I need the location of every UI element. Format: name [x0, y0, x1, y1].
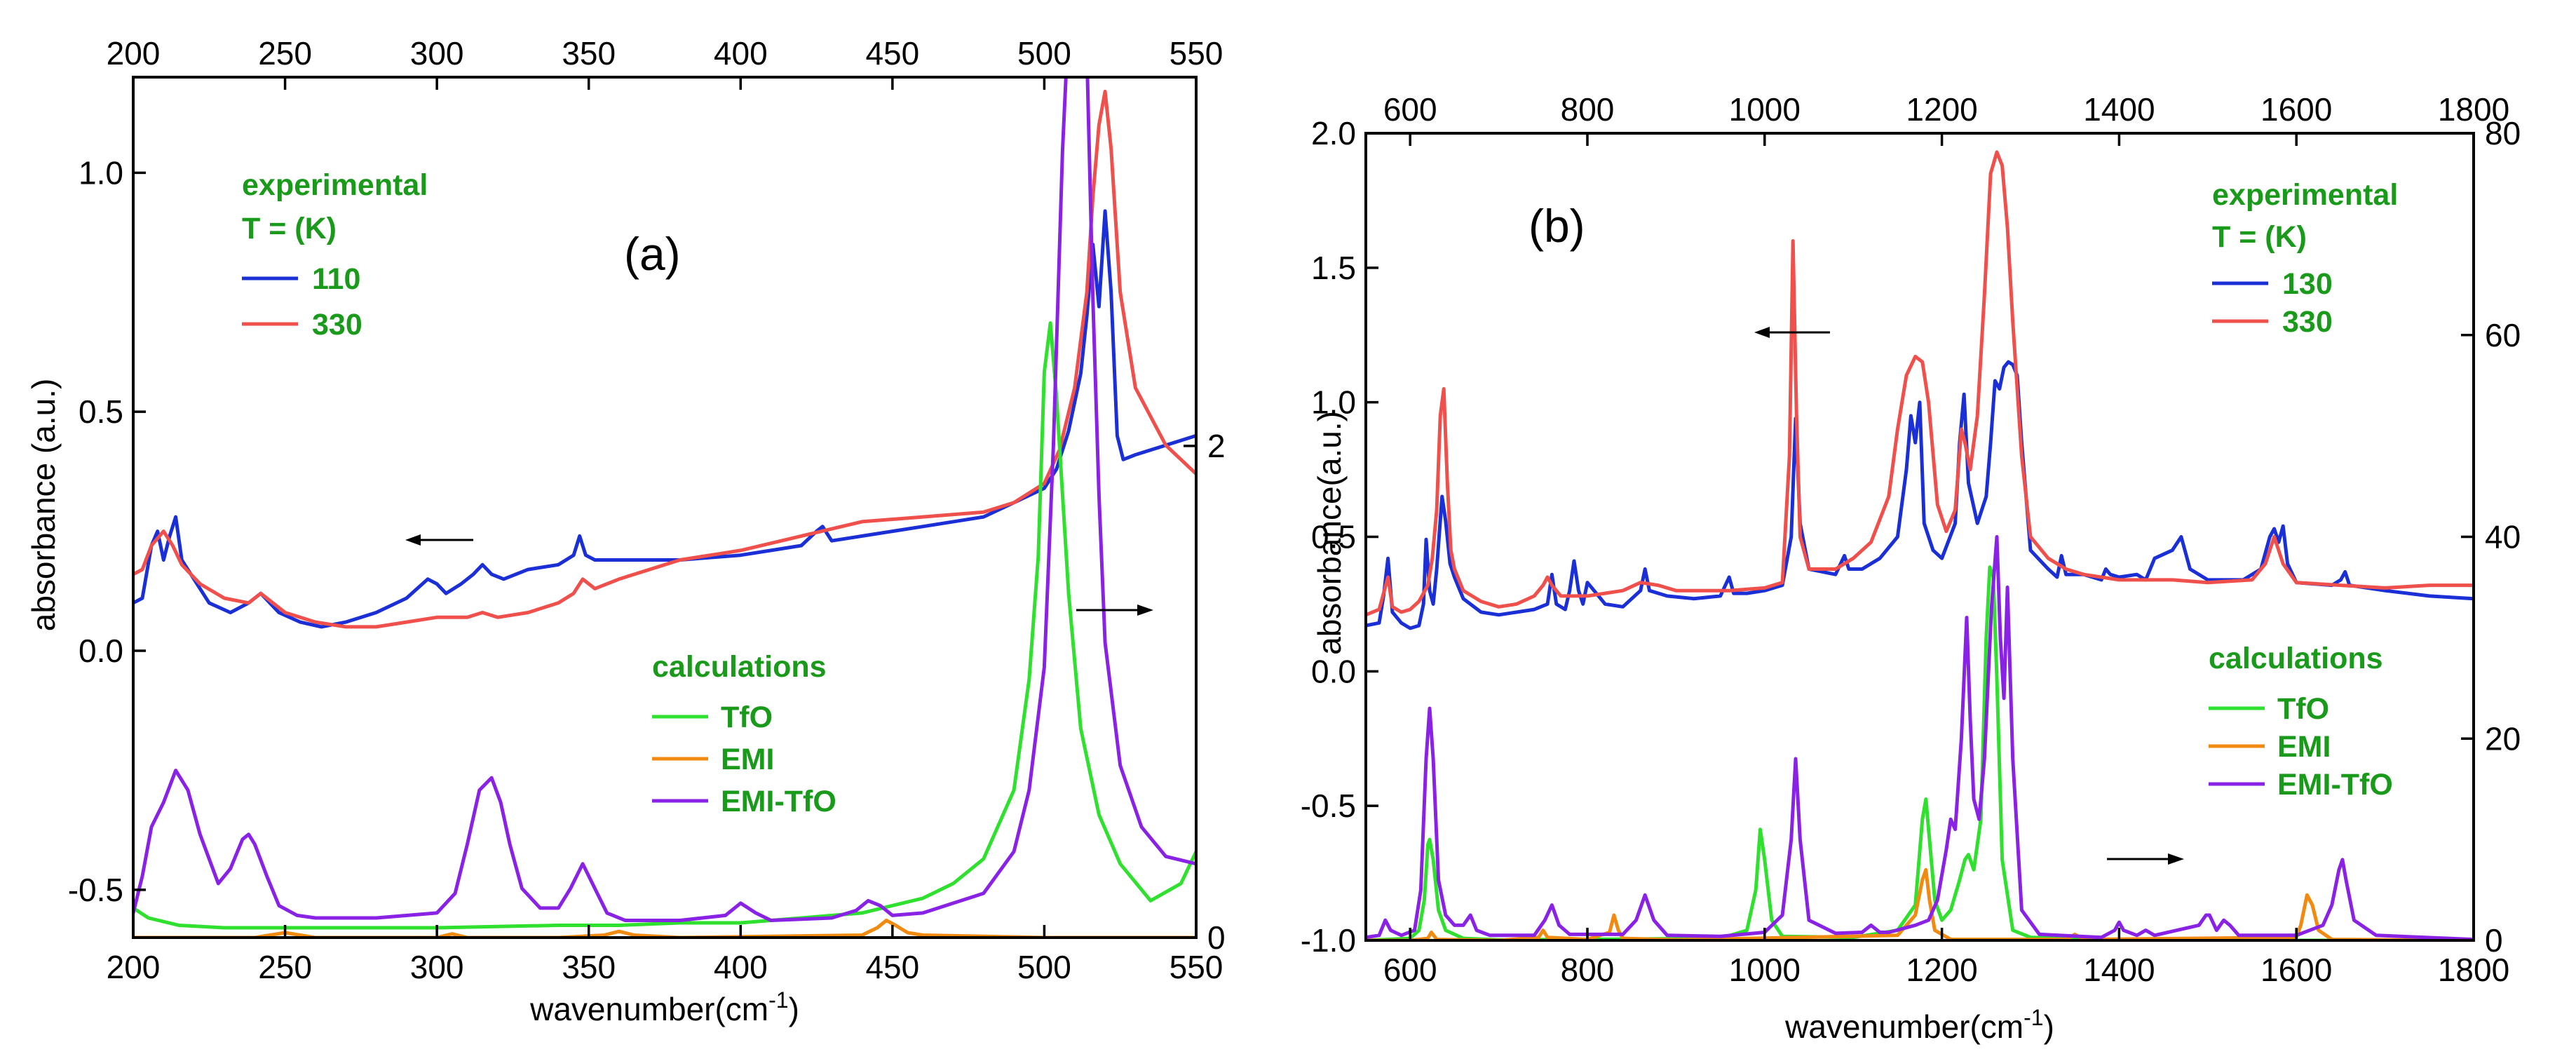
- panel-a-series-110-exp: [133, 209, 1196, 629]
- panel-a-ytick-right-label: 0: [1207, 919, 1226, 956]
- panel-b-legend-label-tfo: TfO: [2277, 692, 2329, 726]
- panel-b-ytick-right-label: 0: [2485, 922, 2503, 959]
- panel-a-ytick-right-label: 2: [1207, 428, 1226, 464]
- panel-a-top-tick-label: 400: [714, 35, 768, 72]
- panel-b-xtick-label: 1600: [2260, 952, 2332, 988]
- panel-a-legend-label-330: 330: [312, 308, 362, 342]
- panel-b-xtick-label: 1400: [2083, 952, 2155, 988]
- panel-b-right-arrow: [2107, 853, 2184, 865]
- panel-a-xtick-label: 400: [714, 949, 768, 985]
- panel-a-top-tick-label: 450: [865, 35, 919, 72]
- panel-b-legend-label-emi: EMI: [2277, 730, 2331, 764]
- panel-a-ylabel: absorbance (a.u.): [25, 379, 62, 632]
- panel-b-legend-label-330: 330: [2282, 305, 2333, 339]
- panel-b-xtick-label: 1200: [1906, 952, 1977, 988]
- panel-b-legend-experimental: experimental T = (K) 130 330: [2212, 178, 2398, 339]
- panel-a-ytick-left-label: 0.5: [79, 393, 123, 430]
- panel-b-top-tick-label: 1800: [2438, 91, 2509, 128]
- panel-a-top-tick-label: 350: [562, 35, 616, 72]
- panel-b-ytick-left-label: 0.0: [1311, 653, 1356, 689]
- panel-a-legend-calc-title: calculations: [652, 650, 827, 684]
- panel-b-series-330-exp: [1366, 150, 2474, 617]
- panel-a-legend-calculations: calculations TfO EMI EMI-TfO: [652, 650, 836, 818]
- panel-a-plot-area: [133, 77, 1196, 938]
- panel-b-legend-label-130: 130: [2282, 267, 2333, 301]
- panel-a-xtick-label: 250: [258, 949, 312, 985]
- panel-b-ytick-right-label: 60: [2485, 317, 2521, 353]
- panel-b-xtick-label: 1800: [2438, 952, 2509, 988]
- panel-a-xtick-label: 200: [107, 949, 161, 985]
- panel-b-series-emi-tfo-calc: [1366, 535, 2474, 940]
- panel-b-top-tick-label: 1600: [2260, 91, 2332, 128]
- panel-a-legend-temp-title: T = (K): [242, 212, 337, 245]
- panel-b-xlabel: wavenumber(cm-1): [1784, 1005, 2054, 1045]
- panel-a-series-emi-calc: [133, 919, 1196, 938]
- panel-a-ticks: 200 250 300 350 400 450 500 550 200 250 300 350 400 4…: [68, 35, 1226, 985]
- panel-b-ytick-left-label: 1.0: [1311, 384, 1356, 421]
- panel-a-top-tick-label: 200: [107, 35, 161, 72]
- panel-b-top-tick-label: 1000: [1729, 91, 1801, 128]
- panel-b-legend-temp-title: T = (K): [2212, 220, 2307, 254]
- panel-b-plot-area: [1366, 150, 2474, 940]
- panel-b-ytick-left-label: 0.5: [1311, 519, 1356, 555]
- panel-b-legend-calculations: calculations TfO EMI EMI-TfO: [2209, 642, 2393, 802]
- panel-a-xtick-label: 550: [1170, 949, 1223, 985]
- panel-a-xtick-label: 450: [865, 949, 919, 985]
- panel-b-ytick-right-label: 80: [2485, 115, 2521, 151]
- panel-a-top-tick-label: 500: [1017, 35, 1071, 72]
- panel-b-xtick-label: 600: [1383, 952, 1437, 988]
- panel-a-top-tick-label: 300: [410, 35, 464, 72]
- panel-b-legend-exp-title: experimental: [2212, 178, 2398, 212]
- panel-b-top-tick-label: 1400: [2083, 91, 2155, 128]
- panel-a-legend-label-tfo: TfO: [721, 701, 773, 734]
- panel-b-top-tick-label: 600: [1383, 91, 1437, 128]
- panel-b-ytick-left-label: 1.5: [1311, 250, 1356, 286]
- panel-b-ytick-left-label: -1.0: [1301, 922, 1356, 959]
- panel-b-ytick-right-label: 40: [2485, 519, 2521, 555]
- panel-a-xtick-label: 500: [1017, 949, 1071, 985]
- panel-a-ytick-left-label: 1.0: [79, 154, 123, 191]
- panel-a-top-tick-label: 550: [1170, 35, 1223, 72]
- panel-b-ytick-left-label: -0.5: [1301, 788, 1356, 824]
- panel-a-legend-exp-title: experimental: [242, 168, 428, 202]
- panel-a-top-tick-label: 250: [258, 35, 312, 72]
- panel-a-right-arrow: [1076, 604, 1153, 616]
- panel-b-xtick-label: 800: [1561, 952, 1615, 988]
- panel-b-ytick-left-label: 2.0: [1311, 115, 1356, 151]
- panel-a-xtick-label: 350: [562, 949, 616, 985]
- panel-b-xtick-label: 1000: [1729, 952, 1801, 988]
- panel-a-xtick-label: 300: [410, 949, 464, 985]
- panel-b-top-tick-label: 1200: [1906, 91, 1977, 128]
- panel-b-legend-calc-title: calculations: [2209, 642, 2383, 675]
- panel-b-ytick-right-label: 20: [2485, 720, 2521, 757]
- panel-a-ytick-left-label: -0.5: [68, 872, 123, 908]
- panel-b-legend-label-emi-tfo: EMI-TfO: [2277, 768, 2393, 802]
- panel-b-left-arrow: [1754, 327, 1830, 338]
- panel-a-series-tfo-calc: [133, 321, 1196, 930]
- panel-a-series-emi-tfo-calc: [133, 77, 1196, 922]
- panel-b-series-130-exp: [1366, 360, 2474, 630]
- panel-a-left-arrow: [405, 534, 473, 546]
- panel-a-legend-label-emi: EMI: [721, 743, 774, 776]
- panel-a-legend-label-110: 110: [312, 262, 360, 296]
- panel-a-chart: 200 250 300 350 400 450 500 550 200 250 300 350 400 4…: [25, 35, 1226, 1027]
- panel-b-label: (b): [1528, 200, 1585, 252]
- panel-b-ylabel: absorbance(a.u.): [1311, 411, 1348, 655]
- panel-a-ytick-left-label: 0.0: [79, 633, 123, 669]
- panel-b-top-tick-label: 800: [1561, 91, 1615, 128]
- panel-a-frame: [132, 76, 1198, 939]
- panel-a-legend-experimental: experimental T = (K) 110 330: [242, 168, 428, 342]
- panel-a-legend-label-emi-tfo: EMI-TfO: [721, 785, 836, 818]
- panel-a-xlabel: wavenumber(cm-1): [529, 987, 799, 1027]
- panel-a-label: (a): [624, 228, 681, 280]
